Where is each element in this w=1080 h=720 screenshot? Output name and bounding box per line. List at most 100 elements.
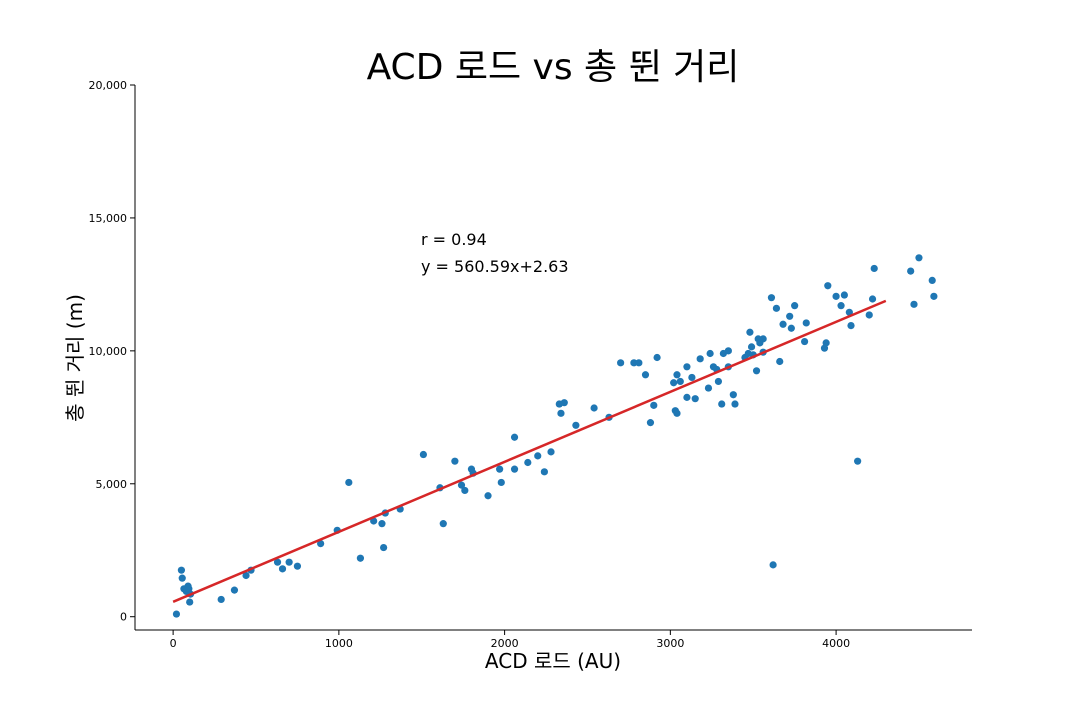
y-tick-label: 15,000 <box>89 212 128 225</box>
scatter-point <box>786 312 794 320</box>
scatter-point <box>278 565 287 573</box>
scatter-point <box>345 478 353 487</box>
scatter-point <box>779 320 787 328</box>
scatter-point <box>534 452 542 460</box>
x-tick-label: 0 <box>170 637 177 650</box>
scatter-point <box>837 302 845 310</box>
scatter-point <box>704 384 713 392</box>
y-tick-label: 20,000 <box>89 79 128 92</box>
scatter-points <box>172 254 938 618</box>
scatter-point <box>772 304 781 312</box>
scatter-point <box>870 264 878 273</box>
scatter-point <box>547 448 555 456</box>
scatter-point <box>557 409 565 417</box>
y-tick-label: 0 <box>120 611 127 624</box>
scatter-point <box>847 321 855 330</box>
y-tick-label: 5,000 <box>96 478 128 491</box>
regression-line <box>172 299 887 603</box>
plot-area: 0 1000 2000 3000 4000 0 5,000 10,000 15,000 20,00… <box>89 79 972 650</box>
scatter-point <box>731 400 739 408</box>
scatter-point <box>868 295 877 303</box>
scatter-point <box>590 404 598 412</box>
scatter-point <box>729 391 737 399</box>
scatter-point <box>451 457 459 465</box>
scatter-point <box>540 468 548 476</box>
scatter-point <box>650 401 658 409</box>
scatter-point <box>688 373 696 382</box>
scatter-point <box>293 562 302 570</box>
scatter-point <box>791 302 799 310</box>
scatter-point <box>752 367 761 375</box>
scatter-point <box>714 377 723 386</box>
scatter-point <box>497 478 505 487</box>
scatter-point <box>759 335 767 343</box>
scatter-point <box>524 458 532 467</box>
scatter-point <box>273 558 282 566</box>
scatter-point <box>186 598 194 606</box>
scatter-point <box>696 355 704 363</box>
scatter-point <box>177 566 186 574</box>
x-tick-label: 2000 <box>491 637 519 650</box>
scatter-point <box>378 520 386 528</box>
scatter-point <box>767 294 776 302</box>
scatter-point <box>484 492 492 500</box>
axis-ticks: 0 1000 2000 3000 4000 0 5,000 10,000 15,000 20,00… <box>89 79 851 650</box>
scatter-point <box>724 347 732 355</box>
scatter-point <box>776 357 784 366</box>
scatter-point <box>635 359 643 367</box>
scatter-point <box>854 457 862 465</box>
chart-title: ACD 로드 vs 총 뛴 거리 <box>367 47 740 88</box>
scatter-point <box>496 465 504 473</box>
scatter-point <box>802 319 810 327</box>
scatter-point <box>172 610 181 618</box>
scatter-point <box>510 465 519 473</box>
scatter-point <box>560 399 568 407</box>
scatter-point <box>230 586 239 594</box>
scatter-point <box>691 395 699 403</box>
scatter-point <box>178 574 186 582</box>
scatter-point <box>910 300 918 308</box>
scatter-point <box>706 349 714 358</box>
scatter-point <box>646 419 655 427</box>
scatter-point <box>915 254 923 262</box>
scatter-point <box>928 276 936 285</box>
scatter-point <box>439 520 447 528</box>
scatter-point <box>285 558 293 566</box>
scatter-point <box>676 377 684 386</box>
x-tick-label: 3000 <box>656 637 684 650</box>
scatter-point <box>673 409 681 417</box>
scatter-point <box>630 359 638 367</box>
scatter-point <box>641 371 650 379</box>
scatter-point <box>653 353 661 362</box>
scatter-point <box>457 481 466 489</box>
scatter-point <box>845 308 853 316</box>
scatter-point <box>822 339 830 347</box>
scatter-point <box>670 379 678 387</box>
scatter-point <box>673 371 681 379</box>
correlation-annotation: r = 0.94 <box>421 230 487 249</box>
scatter-point <box>840 291 848 299</box>
scatter-point <box>242 571 250 580</box>
scatter-point <box>572 421 580 429</box>
scatter-point <box>617 359 625 367</box>
scatter-point <box>832 292 840 300</box>
scatter-point <box>356 554 365 562</box>
scatter-point <box>865 311 873 319</box>
scatter-point <box>746 328 754 336</box>
x-tick-label: 1000 <box>325 637 353 650</box>
y-tick-label: 10,000 <box>89 345 128 358</box>
scatter-point <box>787 324 795 332</box>
scatter-point <box>380 543 388 552</box>
x-axis-label: ACD 로드 (AU) <box>485 649 621 673</box>
scatter-point <box>747 343 756 351</box>
scatter-point <box>510 433 519 441</box>
y-axis-label: 총 뛴 거리 (m) <box>63 294 87 422</box>
scatter-point <box>907 267 915 275</box>
equation-annotation: y = 560.59x+2.63 <box>421 257 569 276</box>
scatter-point <box>317 539 325 548</box>
scatter-point <box>718 400 726 408</box>
scatter-point <box>461 486 469 495</box>
scatter-point <box>769 561 777 569</box>
scatter-point <box>801 337 809 346</box>
